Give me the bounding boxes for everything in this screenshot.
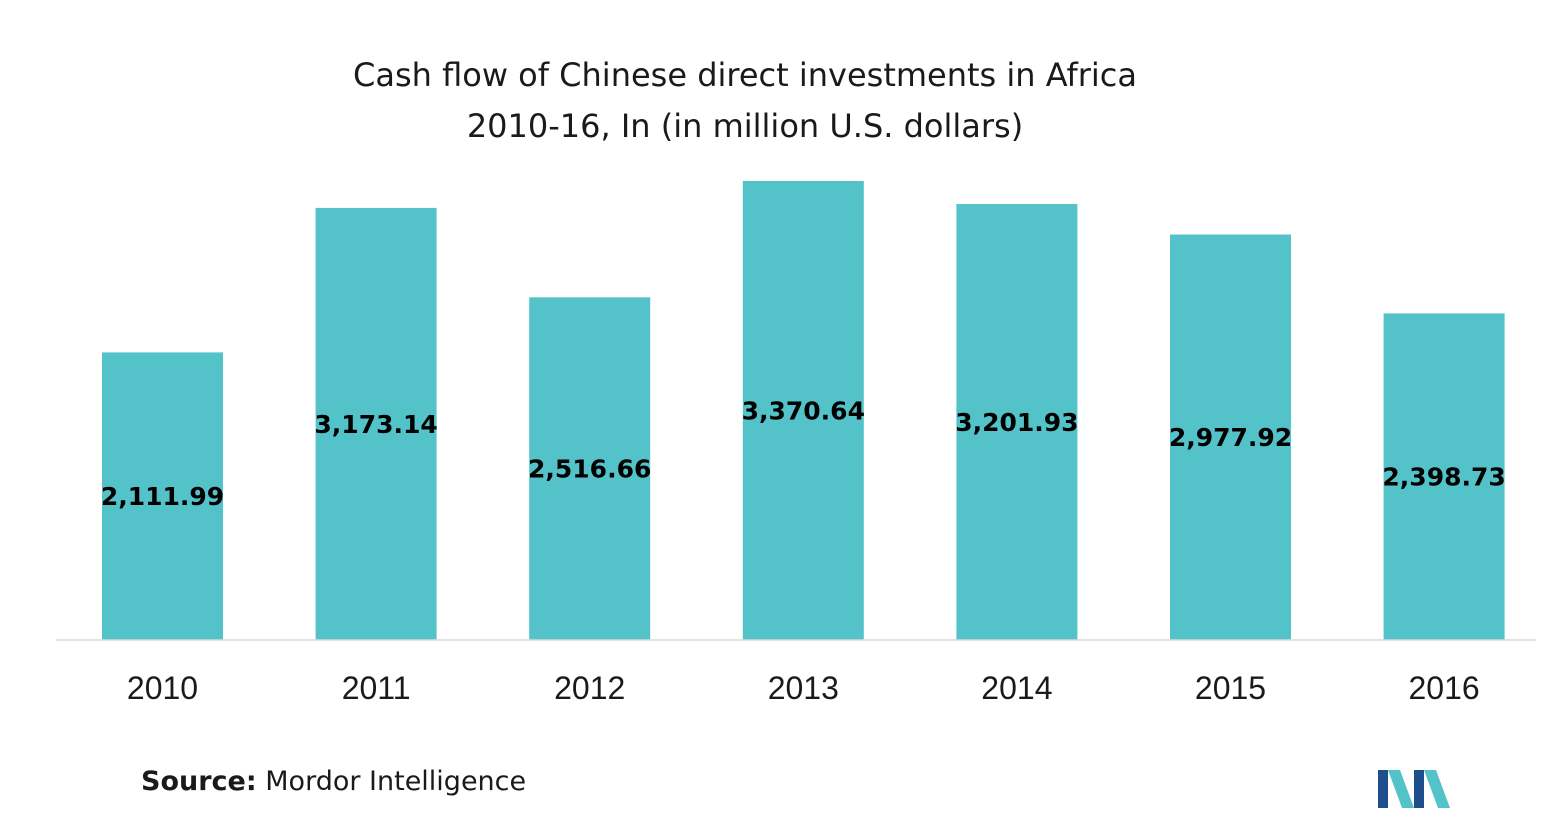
x-tick-label-2015: 2015	[1195, 670, 1266, 706]
source-note: Source: Mordor Intelligence	[141, 766, 526, 797]
source-label: Source:	[141, 766, 257, 797]
logo-right-diagonal	[1424, 770, 1450, 808]
x-tick-label-2013: 2013	[768, 670, 839, 706]
bar-2011	[315, 207, 437, 640]
chart-title-line-1: Cash flow of Chinese direct investments …	[353, 56, 1137, 94]
data-labels-group: 2,111.99 3,173.14 2,516.66 3,370.64 3,201.93…	[101, 397, 1506, 512]
logo-middle-stroke	[1414, 770, 1424, 808]
bar-2013	[742, 181, 864, 640]
source-text: Mordor Intelligence	[265, 766, 527, 797]
x-tick-label-2014: 2014	[981, 670, 1052, 706]
data-label-2011: 3,173.14	[314, 410, 437, 439]
x-tick-label-2016: 2016	[1409, 670, 1480, 706]
mordor-intelligence-logo-icon	[1378, 770, 1450, 808]
data-label-2010: 2,111.99	[101, 482, 224, 511]
x-axis-tick-labels: 2010 2011 2012 2013 2014 2015 2016	[127, 670, 1480, 706]
bar-2015	[1170, 234, 1291, 640]
bar-2010	[102, 352, 223, 640]
bar-chart: Cash flow of Chinese direct investments …	[56, 56, 1536, 706]
logo-left-stroke	[1378, 770, 1388, 808]
x-tick-label-2011: 2011	[342, 670, 411, 706]
data-label-2014: 3,201.93	[955, 408, 1078, 437]
bar-2016	[1383, 313, 1505, 640]
chart-title-line-2: 2010-16, In (in million U.S. dollars)	[467, 107, 1023, 145]
bar-2014	[956, 204, 1078, 640]
data-label-2012: 2,516.66	[528, 455, 651, 484]
data-label-2015: 2,977.92	[1169, 423, 1292, 452]
x-tick-label-2012: 2012	[554, 670, 625, 706]
bar-2012	[529, 297, 651, 640]
data-label-2016: 2,398.73	[1382, 463, 1505, 492]
x-tick-label-2010: 2010	[127, 670, 198, 706]
logo-left-diagonal	[1388, 770, 1414, 808]
data-label-2013: 3,370.64	[742, 397, 865, 426]
bars-group	[102, 181, 1505, 640]
